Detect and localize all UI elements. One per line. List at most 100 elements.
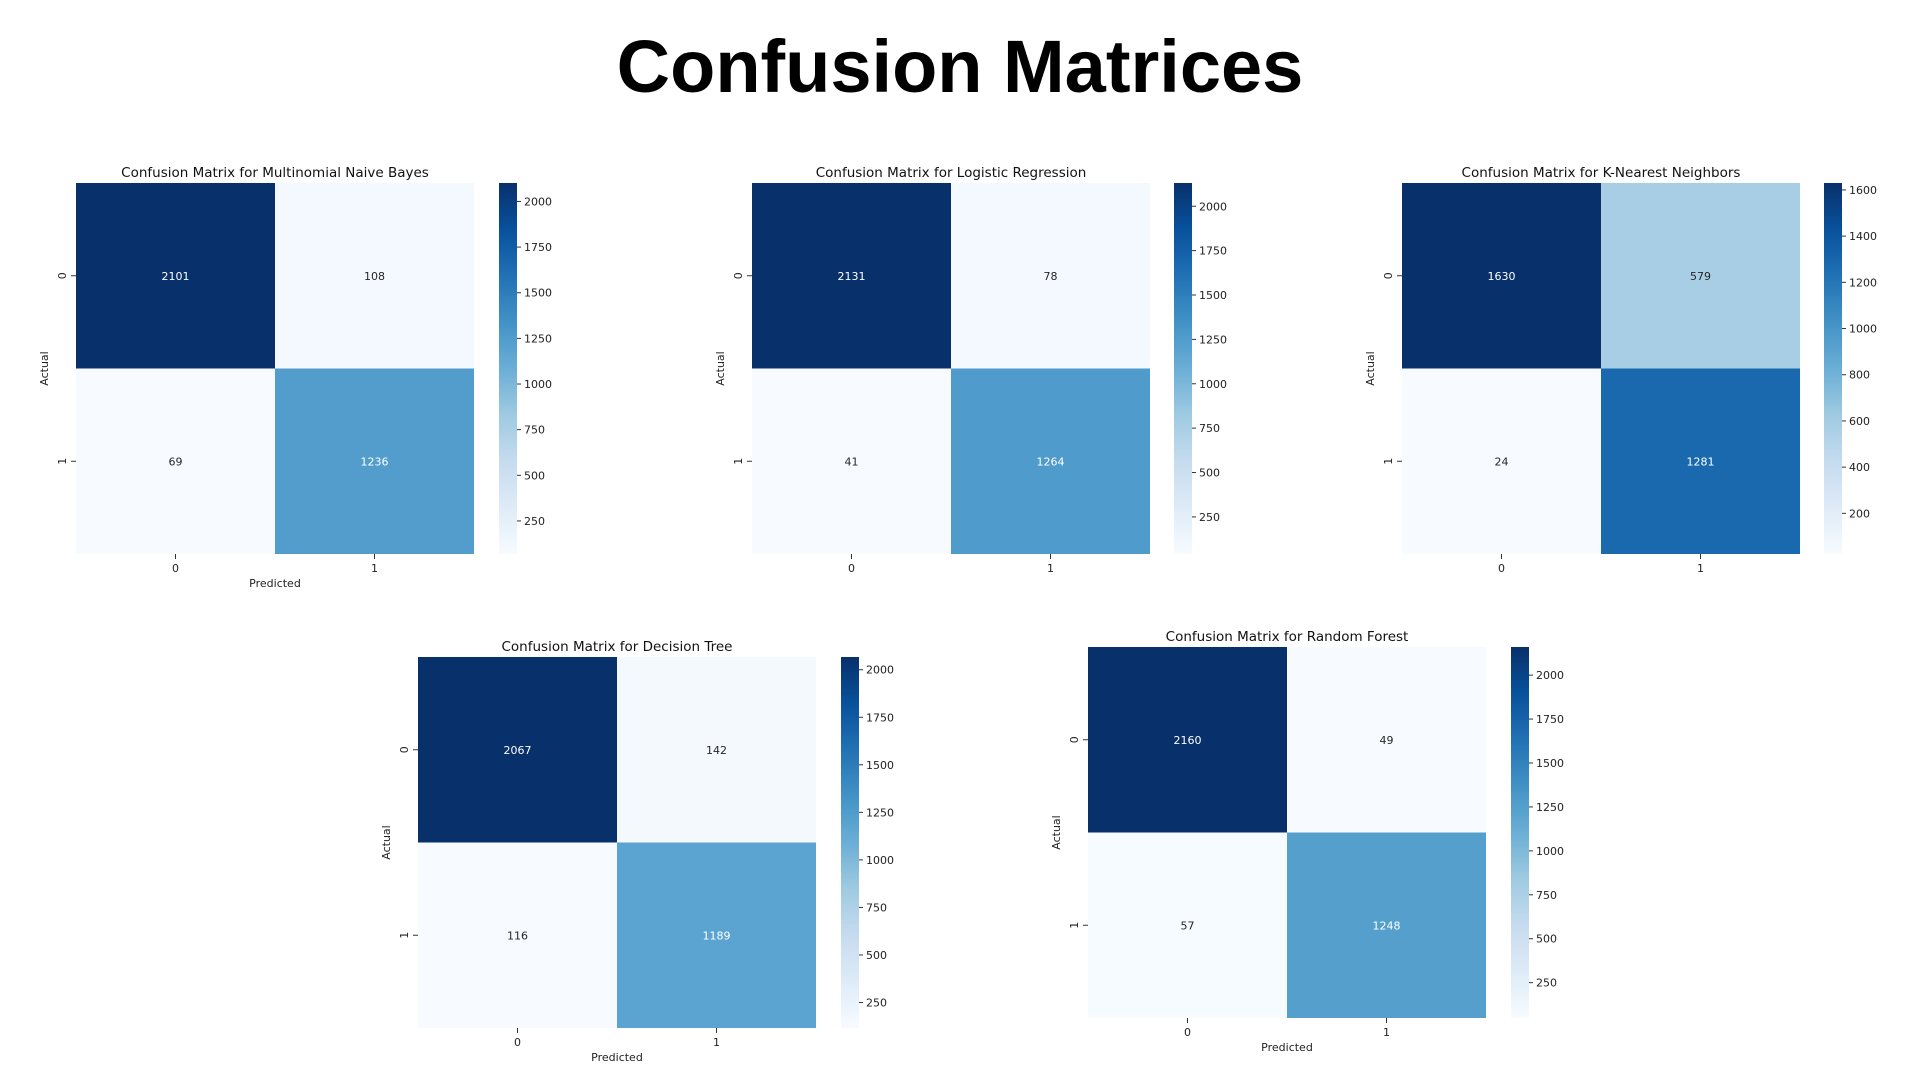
cm1-colorbar-tick-label-4: 1250 [1199, 333, 1227, 346]
cm4-y-axis-label: Actual [1050, 815, 1063, 849]
cm4-colorbar-tick-label-0: 250 [1536, 977, 1557, 990]
cm3-cell-label-1-1: 1189 [703, 929, 731, 942]
cm2-colorbar-tick-label-3: 800 [1849, 369, 1870, 382]
cm4-cell-label-1-0: 57 [1181, 919, 1195, 932]
cm0-colorbar-tick-label-3: 1000 [524, 378, 552, 391]
cm4-y-tick-label-0: 0 [1068, 736, 1081, 743]
cm0-y-axis-label: Actual [38, 351, 51, 385]
cm1-y-tick-label-1: 1 [732, 458, 745, 465]
cm2-cell-1-0 [1402, 368, 1601, 554]
cm3-colorbar [841, 657, 859, 1028]
cm4-colorbar-tick-label-1: 500 [1536, 933, 1557, 946]
cm2-cell-label-0-1: 579 [1690, 270, 1711, 283]
cm3-colorbar-tick-label-4: 1250 [866, 806, 894, 819]
cm0-colorbar-tick-label-2: 750 [524, 424, 545, 437]
cm3-y-tick-label-1: 1 [398, 932, 411, 939]
cm4-cell-1-1 [1287, 832, 1486, 1018]
cm3-cell-label-0-0: 2067 [504, 744, 532, 757]
cm3-cell-0-1 [617, 657, 816, 843]
cm0-colorbar-tick-label-1: 500 [524, 469, 545, 482]
cm1-colorbar-tick-label-2: 750 [1199, 422, 1220, 435]
cm2-colorbar-tick-label-5: 1200 [1849, 276, 1877, 289]
cm1-colorbar [1174, 183, 1192, 554]
cm0-colorbar-tick-label-6: 1750 [524, 241, 552, 254]
cm2-title: Confusion Matrix for K-Nearest Neighbors [1462, 165, 1741, 181]
cm1-cell-label-1-1: 1264 [1037, 455, 1065, 468]
cm0-cell-label-0-1: 108 [364, 270, 385, 283]
cm0-title: Confusion Matrix for Multinomial Naive B… [121, 165, 429, 181]
cm4-colorbar-tick-label-7: 2000 [1536, 669, 1564, 682]
cm4-cell-1-0 [1088, 832, 1287, 1018]
cm0-colorbar-tick-label-4: 1250 [524, 332, 552, 345]
cm0-colorbar [499, 183, 517, 554]
cm3-cell-0-0 [418, 657, 617, 843]
cm2-colorbar-tick-label-4: 1000 [1849, 323, 1877, 336]
cm0-x-tick-label-0: 0 [172, 562, 179, 575]
cm0-cell-label-1-1: 1236 [361, 455, 389, 468]
cm3-cell-label-0-1: 142 [706, 744, 727, 757]
cm4-colorbar-tick-label-5: 1500 [1536, 757, 1564, 770]
cm2-colorbar-tick-label-2: 600 [1849, 415, 1870, 428]
cm2-y-axis-label: Actual [1364, 351, 1377, 385]
cm4-colorbar-tick-label-3: 1000 [1536, 845, 1564, 858]
cm0-cell-1-0 [76, 368, 275, 554]
cm4-x-tick-label-0: 0 [1184, 1026, 1191, 1039]
cm1-cell-0-1 [951, 183, 1150, 369]
cm4-colorbar-tick-label-4: 1250 [1536, 801, 1564, 814]
cm2-cell-0-0 [1402, 183, 1601, 369]
cm0-y-tick-label-1: 1 [56, 458, 69, 465]
cm0-cell-0-0 [76, 183, 275, 369]
cm1-x-tick-label-0: 0 [848, 562, 855, 575]
cm1-colorbar-tick-label-3: 1000 [1199, 378, 1227, 391]
cm3-cell-1-1 [617, 842, 816, 1028]
cm4-cell-label-0-1: 49 [1380, 734, 1394, 747]
cm3-colorbar-tick-label-5: 1500 [866, 759, 894, 772]
cm2-x-tick-label-1: 1 [1697, 562, 1704, 575]
cm0-colorbar-tick-label-0: 250 [524, 515, 545, 528]
cm4-x-tick-label-1: 1 [1383, 1026, 1390, 1039]
cm4-cell-label-1-1: 1248 [1373, 919, 1401, 932]
cm2-cell-label-1-1: 1281 [1687, 455, 1715, 468]
cm0-cell-label-1-0: 69 [169, 455, 183, 468]
cm3-colorbar-tick-label-3: 1000 [866, 854, 894, 867]
cm3-colorbar-tick-label-0: 250 [866, 997, 887, 1010]
cm4-colorbar-tick-label-2: 750 [1536, 889, 1557, 902]
cm1-cell-1-0 [752, 368, 951, 554]
cm2-colorbar-tick-label-6: 1400 [1849, 230, 1877, 243]
cm1-y-tick-label-0: 0 [732, 272, 745, 279]
cm0-y-tick-label-0: 0 [56, 272, 69, 279]
cm1-colorbar-tick-label-5: 1500 [1199, 289, 1227, 302]
cm4-cell-0-0 [1088, 647, 1287, 833]
cm2-x-tick-label-0: 0 [1498, 562, 1505, 575]
cm0-cell-1-1 [275, 368, 474, 554]
cm1-colorbar-tick-label-6: 1750 [1199, 245, 1227, 258]
cm3-y-axis-label: Actual [380, 825, 393, 859]
cm0-cell-label-0-0: 2101 [162, 270, 190, 283]
cm3-cell-label-1-0: 116 [507, 929, 528, 942]
cm2-colorbar-tick-label-7: 1600 [1849, 184, 1877, 197]
cm1-colorbar-tick-label-7: 2000 [1199, 200, 1227, 213]
cm1-y-axis-label: Actual [714, 351, 727, 385]
cm3-x-tick-label-1: 1 [713, 1036, 720, 1049]
cm1-cell-label-0-1: 78 [1044, 270, 1058, 283]
cm4-cell-label-0-0: 2160 [1174, 734, 1202, 747]
cm1-x-tick-label-1: 1 [1047, 562, 1054, 575]
cm4-y-tick-label-1: 1 [1068, 922, 1081, 929]
cm3-colorbar-tick-label-6: 1750 [866, 711, 894, 724]
page-title: Confusion Matrices [616, 25, 1304, 108]
cm1-colorbar-tick-label-1: 500 [1199, 467, 1220, 480]
cm0-x-tick-label-1: 1 [371, 562, 378, 575]
cm2-cell-label-1-0: 24 [1495, 455, 1509, 468]
cm4-colorbar-tick-label-6: 1750 [1536, 713, 1564, 726]
cm2-cell-1-1 [1601, 368, 1800, 554]
cm3-colorbar-tick-label-1: 500 [866, 949, 887, 962]
cm0-x-axis-label: Predicted [249, 577, 301, 590]
cm3-x-axis-label: Predicted [591, 1051, 643, 1064]
cm1-cell-label-1-0: 41 [845, 455, 859, 468]
cm2-colorbar-tick-label-0: 200 [1849, 507, 1870, 520]
cm1-cell-label-0-0: 2131 [838, 270, 866, 283]
cm4-colorbar [1511, 647, 1529, 1018]
cm3-colorbar-tick-label-7: 2000 [866, 664, 894, 677]
cm2-cell-label-0-0: 1630 [1488, 270, 1516, 283]
